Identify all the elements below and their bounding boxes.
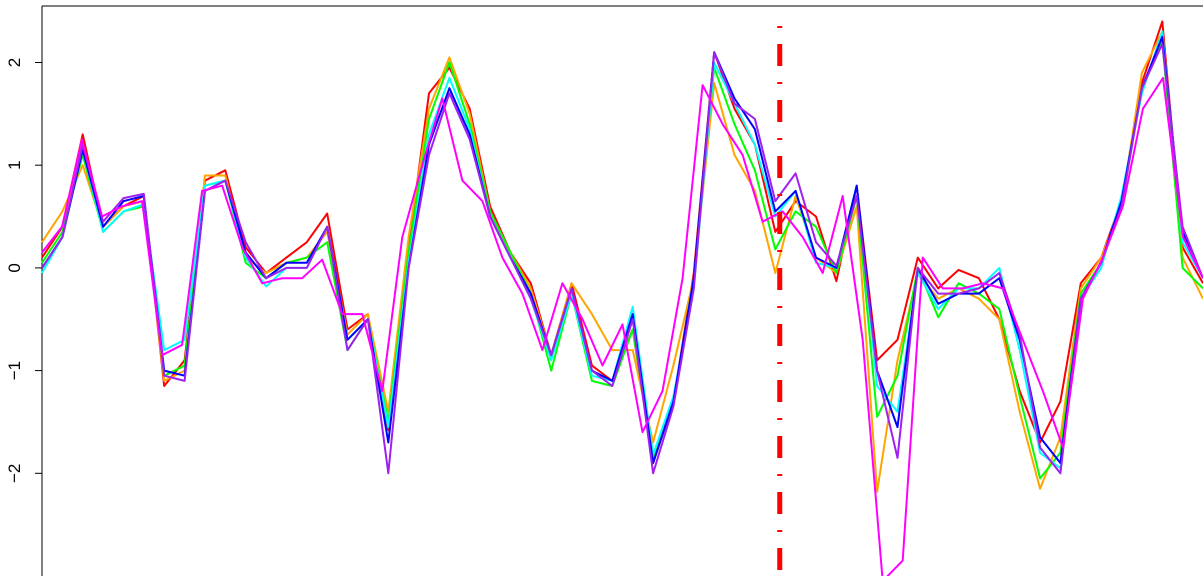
y-tick-label: 2	[5, 58, 24, 67]
series-group	[41, 20, 1203, 576]
y-tick-label: 1	[5, 160, 24, 169]
series-line-2	[41, 30, 1203, 493]
axes: −2 −1 0 1 2	[5, 5, 1203, 576]
series-line-4	[41, 30, 1203, 470]
series-line-6	[41, 43, 1203, 475]
y-tick-label: 0	[5, 263, 24, 272]
series-line-7	[41, 76, 1203, 576]
series-line-5	[41, 35, 1203, 464]
y-tick-label: −2	[5, 464, 24, 483]
y-tick-label: −1	[5, 361, 24, 380]
